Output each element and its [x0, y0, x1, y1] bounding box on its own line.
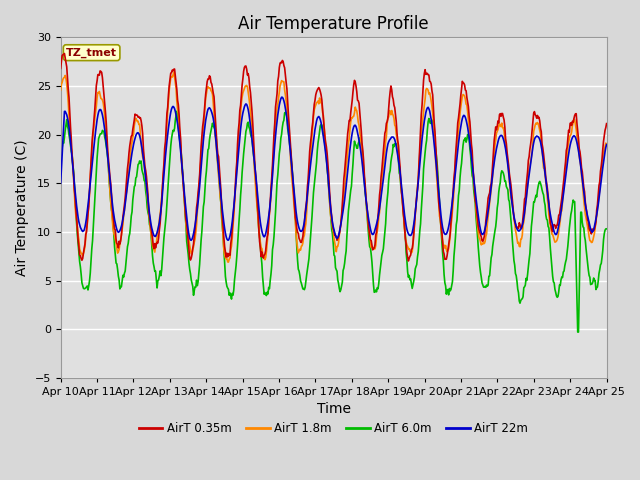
- X-axis label: Time: Time: [317, 402, 351, 416]
- Y-axis label: Air Temperature (C): Air Temperature (C): [15, 139, 29, 276]
- Legend: AirT 0.35m, AirT 1.8m, AirT 6.0m, AirT 22m: AirT 0.35m, AirT 1.8m, AirT 6.0m, AirT 2…: [134, 418, 533, 440]
- Text: TZ_tmet: TZ_tmet: [66, 48, 117, 58]
- Title: Air Temperature Profile: Air Temperature Profile: [238, 15, 429, 33]
